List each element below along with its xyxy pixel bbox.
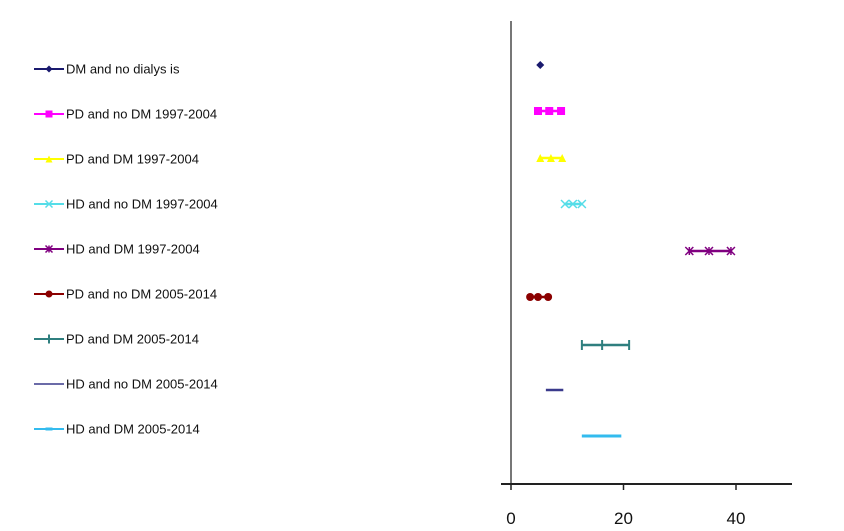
data-point-marker bbox=[546, 154, 555, 162]
legend-label: HD and no DM 1997-2004 bbox=[66, 197, 218, 212]
legend-item: PD and no DM 2005-2014 bbox=[34, 287, 217, 302]
data-point-marker bbox=[526, 293, 535, 301]
x-tick-label: 40 bbox=[727, 509, 746, 528]
data-point-marker bbox=[557, 107, 566, 115]
series-row bbox=[536, 154, 567, 162]
data-point-marker bbox=[558, 154, 567, 162]
legend-label: PD and DM 1997-2004 bbox=[66, 152, 199, 167]
legend-label: PD and no DM 2005-2014 bbox=[66, 287, 217, 302]
legend-item: PD and DM 2005-2014 bbox=[34, 332, 199, 347]
legend-item: DM and no dialys is bbox=[34, 62, 180, 77]
data-point-marker bbox=[534, 293, 542, 301]
legend-label: PD and no DM 1997-2004 bbox=[66, 107, 217, 122]
series-row bbox=[560, 199, 587, 209]
data-point-marker bbox=[544, 293, 553, 301]
series-row bbox=[580, 340, 631, 350]
legend-marker-icon bbox=[45, 110, 53, 118]
series-row bbox=[526, 293, 553, 301]
legend-item: HD and DM 1997-2004 bbox=[34, 242, 200, 257]
legend-label: HD and DM 2005-2014 bbox=[66, 422, 200, 437]
data-point-marker bbox=[568, 199, 578, 209]
legend-label: HD and DM 1997-2004 bbox=[66, 242, 200, 257]
legend-marker-icon bbox=[45, 155, 53, 163]
legend-item: HD and no DM 1997-2004 bbox=[34, 197, 218, 212]
data-point-marker bbox=[560, 199, 570, 209]
data-point-marker bbox=[534, 107, 542, 115]
series-row bbox=[684, 246, 736, 256]
x-tick-label: 20 bbox=[614, 509, 633, 528]
data-point-marker bbox=[545, 107, 554, 115]
x-tick-label: 0 bbox=[506, 509, 515, 528]
legend-marker-icon bbox=[45, 65, 53, 73]
legend-marker-icon bbox=[44, 244, 54, 254]
legend-item: PD and no DM 1997-2004 bbox=[34, 107, 217, 122]
data-point-marker bbox=[704, 246, 714, 256]
plot-area: 0 20 40 bbox=[501, 21, 792, 528]
data-point-marker bbox=[684, 246, 694, 256]
legend-label: PD and DM 2005-2014 bbox=[66, 332, 199, 347]
legend-marker-icon bbox=[44, 199, 54, 209]
legend-item: PD and DM 1997-2004 bbox=[34, 152, 199, 167]
legend-label: DM and no dialys is bbox=[66, 62, 180, 77]
series-row bbox=[534, 107, 566, 115]
series-row bbox=[536, 61, 545, 69]
data-point-marker bbox=[577, 199, 587, 209]
data-point-marker bbox=[536, 154, 545, 162]
data-point-marker bbox=[536, 61, 545, 69]
legend-item: HD and DM 2005-2014 bbox=[34, 422, 200, 437]
legend: DM and no dialys is PD and no DM 1997-200… bbox=[34, 62, 218, 437]
data-point-marker bbox=[726, 246, 736, 256]
x-axis-ticks: 0 20 40 bbox=[506, 484, 745, 528]
series-group bbox=[526, 61, 736, 438]
legend-label: HD and no DM 2005-2014 bbox=[66, 377, 218, 392]
legend-item: HD and no DM 2005-2014 bbox=[34, 377, 218, 392]
legend-marker-icon bbox=[45, 290, 53, 298]
